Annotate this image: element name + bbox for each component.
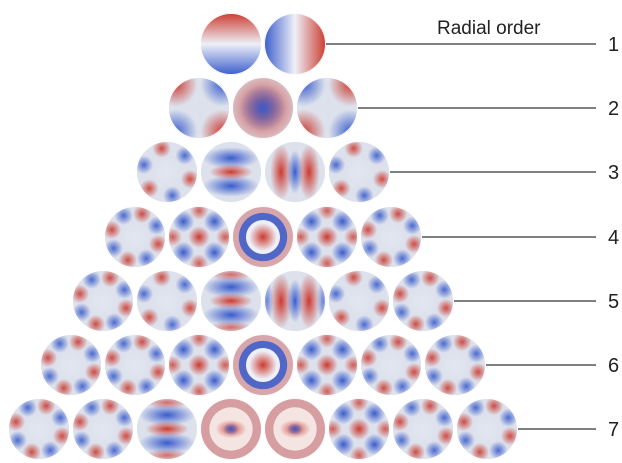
mode-disc [264, 270, 326, 332]
mode-disc [296, 206, 358, 268]
mode-disc [392, 398, 454, 460]
mode-disc [392, 270, 454, 332]
mode-disc [104, 334, 166, 396]
mode-disc [264, 141, 326, 203]
mode-disc [40, 334, 102, 396]
mode-disc [296, 334, 358, 396]
mode-disc [360, 206, 422, 268]
diagram-title: Radial order [437, 18, 541, 39]
mode-disc [232, 334, 294, 396]
mode-disc [8, 398, 70, 460]
mode-disc [264, 398, 326, 460]
radial-order-label: 1 [608, 34, 619, 56]
mode-disc [200, 398, 262, 460]
mode-disc [424, 334, 486, 396]
radial-order-label: 3 [608, 162, 619, 184]
mode-disc [136, 141, 198, 203]
mode-disc [328, 141, 390, 203]
radial-order-label: 7 [608, 419, 619, 441]
mode-disc [328, 398, 390, 460]
mode-discs-group [8, 13, 518, 460]
mode-disc [168, 334, 230, 396]
radial-order-label: 6 [608, 355, 619, 377]
mode-disc [200, 13, 262, 75]
radial-order-label: 5 [608, 291, 619, 313]
mode-disc [200, 141, 262, 203]
mode-disc [72, 270, 134, 332]
mode-disc [200, 270, 262, 332]
mode-disc [232, 206, 294, 268]
mode-disc [136, 270, 198, 332]
mode-disc [72, 398, 134, 460]
mode-disc [136, 398, 198, 460]
mode-disc [264, 13, 326, 75]
mode-disc [232, 77, 294, 139]
mode-disc [168, 206, 230, 268]
mode-disc [168, 77, 230, 139]
leader-lines-group: 1 2 3 4 5 6 7 [326, 34, 619, 441]
radial-order-label: 2 [608, 98, 619, 120]
radial-order-label: 4 [608, 227, 619, 249]
mode-disc [328, 270, 390, 332]
mode-disc [456, 398, 518, 460]
mode-disc [360, 334, 422, 396]
mode-disc [104, 206, 166, 268]
